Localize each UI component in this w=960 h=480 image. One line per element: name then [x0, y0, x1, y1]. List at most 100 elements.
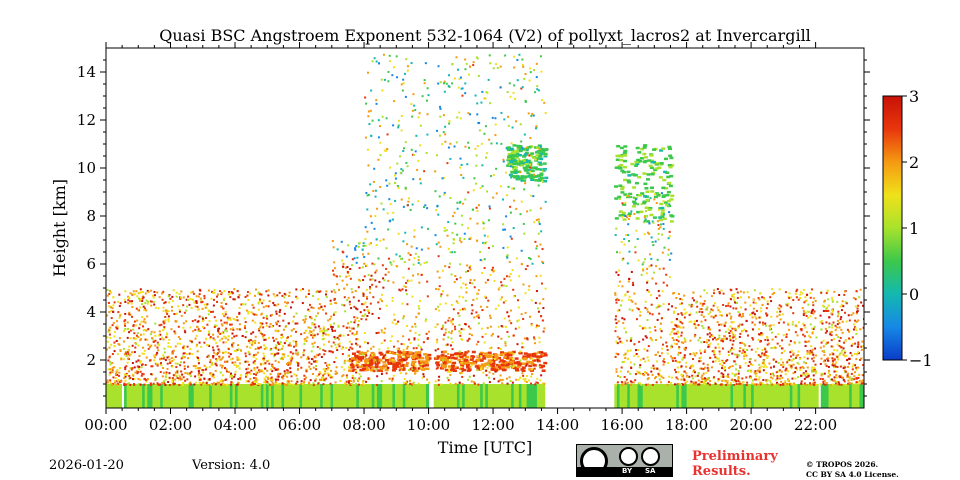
- data-point: [809, 382, 812, 385]
- data-point: [437, 255, 440, 258]
- data-point: [274, 304, 277, 307]
- data-point: [486, 235, 489, 238]
- data-point: [259, 326, 262, 329]
- data-point: [251, 304, 254, 307]
- data-point: [451, 348, 454, 351]
- data-point: [279, 343, 282, 346]
- feature-cell: [522, 155, 527, 158]
- data-point: [244, 352, 247, 355]
- data-point: [621, 285, 624, 288]
- data-point: [738, 382, 741, 385]
- feature-cell: [620, 187, 625, 191]
- data-point: [182, 326, 185, 329]
- data-point: [168, 358, 171, 361]
- data-point: [394, 352, 397, 355]
- data-point: [380, 78, 383, 81]
- data-point: [357, 319, 360, 322]
- data-point: [352, 379, 355, 382]
- data-point: [856, 310, 859, 313]
- data-point: [643, 348, 646, 351]
- data-point: [279, 341, 282, 344]
- data-point: [138, 354, 141, 357]
- data-point: [325, 293, 328, 296]
- data-point: [755, 372, 758, 375]
- data-point: [843, 355, 846, 358]
- data-point: [397, 119, 400, 122]
- data-point: [737, 354, 740, 357]
- data-point: [403, 377, 406, 380]
- data-point: [508, 82, 511, 85]
- surface-cell: [758, 384, 762, 408]
- data-point: [331, 240, 334, 243]
- data-point: [799, 291, 802, 294]
- data-point: [475, 343, 478, 346]
- data-point: [645, 336, 648, 339]
- data-point: [277, 303, 280, 306]
- feature-cell: [663, 201, 668, 204]
- data-point: [134, 337, 137, 340]
- data-point: [312, 334, 315, 337]
- data-point: [619, 376, 622, 379]
- data-point: [220, 305, 223, 308]
- feature-cell: [420, 356, 425, 360]
- data-point: [825, 292, 828, 295]
- data-point: [831, 326, 834, 329]
- data-point: [494, 307, 497, 310]
- feature-cell: [654, 167, 659, 170]
- data-point: [126, 327, 129, 330]
- feature-cell: [645, 178, 650, 181]
- data-point: [718, 363, 721, 366]
- data-point: [304, 318, 307, 321]
- feature-cell: [538, 145, 543, 148]
- data-point: [644, 360, 647, 363]
- data-point: [367, 377, 370, 380]
- data-point: [325, 367, 328, 370]
- surface-cell: [237, 384, 241, 408]
- feature-cell: [351, 352, 356, 356]
- data-point: [366, 314, 369, 317]
- feature-cell: [623, 149, 628, 153]
- data-point: [699, 359, 702, 362]
- data-point: [825, 321, 828, 324]
- data-point: [861, 382, 864, 385]
- data-point: [383, 149, 386, 152]
- data-point: [370, 274, 373, 277]
- data-point: [116, 368, 119, 371]
- data-point: [143, 309, 146, 312]
- data-point: [642, 357, 645, 360]
- surface-cell: [322, 384, 326, 408]
- data-point: [776, 375, 779, 378]
- data-point: [378, 280, 381, 283]
- data-point: [794, 356, 797, 359]
- data-point: [123, 373, 126, 376]
- surface-cell: [436, 384, 440, 408]
- data-point: [380, 202, 383, 205]
- data-point: [801, 292, 804, 295]
- data-point: [491, 333, 494, 336]
- data-point: [407, 252, 410, 255]
- data-point: [348, 303, 351, 306]
- data-point: [512, 353, 515, 356]
- data-point: [149, 383, 152, 386]
- data-point: [373, 57, 376, 60]
- feature-cell: [634, 164, 639, 167]
- data-point: [252, 355, 255, 358]
- data-point: [345, 275, 348, 278]
- data-point: [517, 319, 520, 322]
- data-point: [693, 335, 696, 338]
- data-point: [362, 303, 365, 306]
- feature-cell: [381, 356, 386, 360]
- data-point: [311, 323, 314, 326]
- data-point: [335, 346, 338, 349]
- data-point: [405, 281, 408, 284]
- data-point: [707, 312, 710, 315]
- data-point: [718, 310, 721, 313]
- feature-cell: [627, 212, 632, 215]
- data-point: [774, 378, 777, 381]
- data-point: [780, 380, 783, 383]
- data-point: [714, 381, 717, 384]
- data-point: [696, 305, 699, 308]
- data-point: [775, 371, 778, 374]
- data-point: [308, 361, 311, 364]
- feature-cell: [660, 209, 665, 212]
